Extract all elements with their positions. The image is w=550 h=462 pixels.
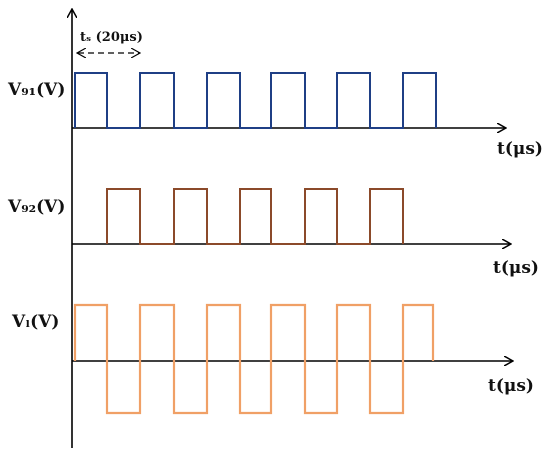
- vl-time-label: t(μs): [488, 376, 534, 396]
- period-label: tₛ (20μs): [80, 30, 143, 45]
- vg2-waveform: [106, 188, 404, 245]
- vg1-time-label: t(μs): [497, 139, 543, 159]
- vg2-axis-label: V₉₂(V): [8, 197, 66, 217]
- vl-waveform: [73, 303, 435, 415]
- vg1-waveform: [74, 72, 437, 129]
- vg1-axis-label: V₉₁(V): [8, 80, 66, 100]
- vl-axis-label: Vₗ(V): [12, 312, 60, 332]
- vg2-time-label: t(μs): [493, 258, 539, 278]
